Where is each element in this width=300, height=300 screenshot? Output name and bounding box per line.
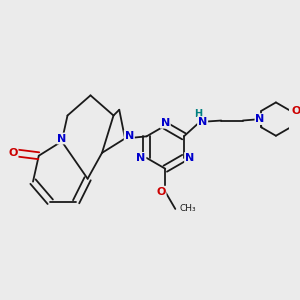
Text: O: O (291, 106, 300, 116)
Text: O: O (8, 148, 18, 158)
Text: N: N (136, 153, 146, 163)
Text: N: N (198, 117, 207, 127)
Text: N: N (125, 130, 134, 141)
Text: N: N (160, 118, 170, 128)
Text: N: N (57, 134, 66, 143)
Text: N: N (256, 114, 265, 124)
Text: CH₃: CH₃ (180, 204, 196, 213)
Text: H: H (194, 109, 202, 119)
Text: O: O (156, 187, 166, 197)
Text: N: N (185, 153, 194, 163)
